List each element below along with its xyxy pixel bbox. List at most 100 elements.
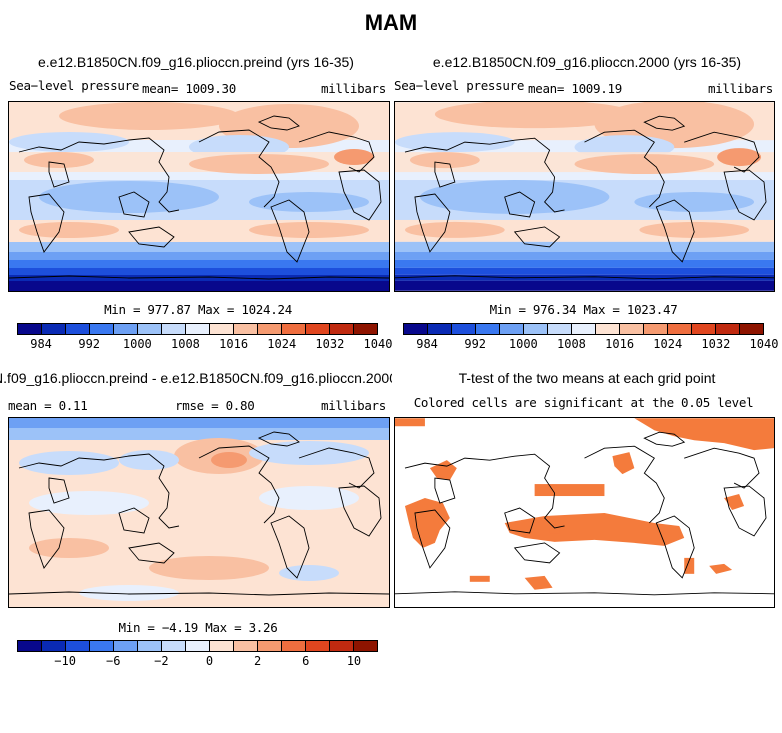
colorbar-cell: [162, 324, 186, 334]
colorbar-cell: [428, 324, 452, 334]
colorbar-cell: [90, 324, 114, 334]
colorbar-cell: [42, 324, 66, 334]
colorbar-cell: [66, 641, 90, 651]
colorbar-tick-label: 1008: [171, 337, 200, 351]
colorbar-cell: [282, 324, 306, 334]
colorbar-cell: [452, 324, 476, 334]
colorbar-cell: [306, 324, 330, 334]
colorbar-cell: [306, 641, 330, 651]
colorbar-cell: [668, 324, 692, 334]
colorbar-cell: [572, 324, 596, 334]
colorbar-ticks: 984 992 1000 1008 1016 1024 1032 1040: [17, 337, 392, 353]
panel4-title: T-test of the two means at each grid poi…: [458, 370, 716, 386]
colorbar-tick-label: 1032: [315, 337, 345, 351]
panel1-mean: mean= 1009.30: [142, 81, 236, 96]
panel2-minmax: Min = 976.34 Max = 1023.47: [489, 302, 678, 317]
colorbar-cell: [18, 641, 42, 651]
figure-title: MAM: [364, 10, 418, 35]
colorbar-tick-label: 1000: [508, 337, 538, 351]
colorbar-tick-label: 1016: [605, 337, 635, 351]
colorbar-strip: [17, 640, 378, 652]
colorbar-cell: [138, 641, 162, 651]
colorbar-cell: [282, 641, 306, 651]
colorbar-tick-label: −10: [54, 654, 76, 668]
colorbar-cell: [330, 641, 354, 651]
colorbar-tick-label: 992: [464, 337, 487, 351]
panel3-rmse: rmse = 0.80: [175, 398, 255, 413]
colorbar-strip: [403, 323, 764, 335]
colorbar-cell: [114, 324, 138, 334]
colorbar-cell: [258, 324, 282, 334]
panel4-map: [394, 417, 775, 608]
colorbar-cell: [234, 641, 258, 651]
panel3-map-svg: [9, 418, 389, 607]
panel2-colorbar: 984 992 1000 1008 1016 1024 1032 1040: [403, 323, 778, 351]
colorbar-tick-label: −6: [106, 654, 121, 668]
colorbar-cell: [740, 324, 763, 334]
colorbar-cell: [548, 324, 572, 334]
panel2-units: millibars: [707, 81, 773, 96]
colorbar-tick-label: 1000: [122, 337, 152, 351]
colorbar-tick-label: 2: [254, 654, 262, 668]
colorbar-cell: [42, 641, 66, 651]
colorbar-cell: [90, 641, 114, 651]
panel1-variable: Sea−level pressure: [9, 78, 140, 93]
colorbar-cell: [234, 324, 258, 334]
panel3-minmax: Min = −4.19 Max = 3.26: [118, 620, 278, 635]
panel1-map: [8, 101, 390, 292]
colorbar-cell: [138, 324, 162, 334]
panel2-variable: Sea−level pressure: [394, 78, 525, 93]
colorbar-cell: [644, 324, 668, 334]
colorbar-cell: [114, 641, 138, 651]
colorbar-ticks: −10 −6 −2 0 2 6 10: [17, 654, 378, 670]
panel2-mean: mean= 1009.19: [528, 81, 622, 96]
colorbar-tick-label: 6: [302, 654, 310, 668]
panel1-units: millibars: [320, 81, 386, 96]
colorbar-strip: [17, 323, 378, 335]
colorbar-tick-label: 1024: [267, 337, 297, 351]
colorbar-cell: [524, 324, 548, 334]
colorbar-tick-label: 0: [205, 654, 214, 668]
panel1-minmax: Min = 977.87 Max = 1024.24: [104, 302, 292, 317]
colorbar-tick-label: 1016: [219, 337, 249, 351]
colorbar-cell: [716, 324, 740, 334]
colorbar-cell: [620, 324, 644, 334]
colorbar-tick-label: 1040: [749, 337, 779, 351]
colorbar-cell: [354, 324, 377, 334]
colorbar-tick-label: 1032: [701, 337, 731, 351]
colorbar-cell: [162, 641, 186, 651]
colorbar-tick-label: 1040: [363, 337, 393, 351]
panel2-title: e.e12.B1850CN.f09_g16.plioccn.2000 (yrs …: [432, 54, 742, 70]
colorbar-cell: [500, 324, 524, 334]
colorbar-cell: [330, 324, 354, 334]
panel2-map-svg: [395, 102, 774, 291]
panel2-map: [394, 101, 775, 292]
panel1-map-svg: [9, 102, 389, 291]
colorbar-ticks: 984 992 1000 1008 1016 1024 1032 1040: [403, 337, 778, 353]
colorbar-cell: [692, 324, 716, 334]
colorbar-cell: [404, 324, 428, 334]
colorbar-cell: [596, 324, 620, 334]
panel3-units: millibars: [320, 398, 386, 413]
colorbar-cell: [186, 641, 210, 651]
colorbar-tick-label: 1024: [653, 337, 683, 351]
colorbar-cell: [66, 324, 90, 334]
panel4-map-svg: [395, 418, 774, 607]
panel1-colorbar: 984 992 1000 1008 1016 1024 1032 1040: [17, 323, 392, 351]
colorbar-tick-label: 984: [416, 337, 438, 351]
colorbar-cell: [258, 641, 282, 651]
colorbar-cell: [210, 324, 234, 334]
panel3-mean: mean = 0.11: [8, 398, 88, 413]
colorbar-tick-label: −2: [154, 654, 169, 668]
colorbar-tick-label: 1008: [557, 337, 586, 351]
panel1-title: e.e12.B1850CN.f09_g16.plioccn.preind (yr…: [38, 54, 354, 70]
panel3-title: e.e12.B1850CN.f09_g16.plioccn.preind - e…: [0, 370, 392, 386]
colorbar-cell: [354, 641, 377, 651]
colorbar-tick-label: 10: [346, 654, 362, 668]
panel3-colorbar: −10 −6 −2 0 2 6 10: [17, 640, 378, 668]
panel3-title-clip: e.e12.B1850CN.f09_g16.plioccn.preind - e…: [0, 370, 392, 390]
colorbar-cell: [210, 641, 234, 651]
colorbar-tick-label: 984: [30, 337, 52, 351]
panel3-map: [8, 417, 390, 608]
colorbar-cell: [476, 324, 500, 334]
